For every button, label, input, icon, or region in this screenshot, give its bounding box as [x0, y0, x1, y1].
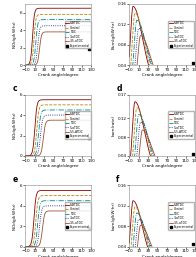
Y-axis label: burn(rate): burn(rate) — [112, 115, 116, 136]
Y-axis label: Burn(g/kW·hr): Burn(g/kW·hr) — [112, 20, 116, 49]
Y-axis label: burn(g/kW·hr): burn(g/kW·hr) — [112, 202, 116, 231]
Legend: 6-BTDC, Control, TDC, 5-aTDC, 5.5-ATDC, Experimental: 6-BTDC, Control, TDC, 5-aTDC, 5.5-ATDC, … — [65, 111, 91, 139]
X-axis label: Crank angle/degree: Crank angle/degree — [38, 255, 79, 257]
Text: b: b — [116, 0, 122, 2]
Text: e: e — [12, 175, 18, 183]
X-axis label: Crank angle/degree: Crank angle/degree — [142, 255, 182, 257]
X-axis label: Crank angle/degree: Crank angle/degree — [38, 164, 79, 168]
Text: d: d — [116, 84, 122, 93]
Legend: 6-BTDC, Control, TDC, 3-aTDC, 3.5-aTDC, Experimental: 6-BTDC, Control, TDC, 3-aTDC, 3.5-aTDC, … — [169, 21, 194, 48]
Text: c: c — [12, 84, 17, 93]
Y-axis label: NO$_x$(g/kW·hr): NO$_x$(g/kW·hr) — [11, 20, 19, 49]
Legend: 6-BTDC, Control, TDC, 3-aTDC, 3.5-aTDC, Experimental: 6-BTDC, Control, TDC, 3-aTDC, 3.5-aTDC, … — [65, 202, 91, 230]
Y-axis label: NO$_x$(g/kW·hr): NO$_x$(g/kW·hr) — [11, 201, 19, 231]
Legend: 6-BTDC, Control, TDC, 5-aTDC, 5.5-ATDC, Experimental: 6-BTDC, Control, TDC, 5-aTDC, 5.5-ATDC, … — [169, 111, 194, 139]
X-axis label: Crank angle/degree: Crank angle/degree — [142, 73, 182, 77]
X-axis label: Crank angle/degree: Crank angle/degree — [142, 164, 182, 168]
Y-axis label: NO$_x$(g/kW·hr): NO$_x$(g/kW·hr) — [11, 111, 19, 140]
Text: f: f — [116, 175, 120, 183]
X-axis label: Crank angle/degree: Crank angle/degree — [38, 73, 79, 77]
Text: a: a — [12, 0, 18, 2]
Legend: 6-BTDC, Control, TDC, 3-aTDC, 3.5-aTDC, Experimental: 6-BTDC, Control, TDC, 3-aTDC, 3.5-aTDC, … — [169, 202, 194, 230]
Legend: 6-BTDC, Control, TDC, 3-aTDC, 3.5-aTDC, Experimental: 6-BTDC, Control, TDC, 3-aTDC, 3.5-aTDC, … — [65, 21, 91, 48]
